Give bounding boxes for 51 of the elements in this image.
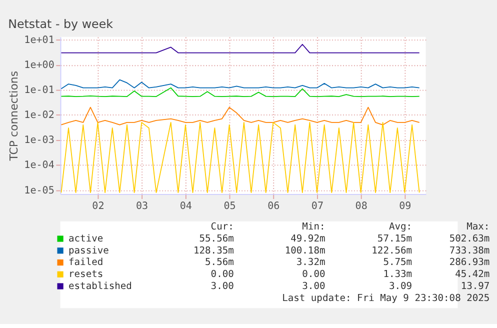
- line-series: [60, 87, 420, 97]
- y-axis-title: TCP connections: [8, 70, 21, 162]
- text: 49.92m: [290, 233, 326, 244]
- text: 57.15m: [377, 233, 412, 244]
- text: 5.56m: [205, 257, 234, 268]
- y-tick-label: 1e-04: [24, 160, 54, 172]
- legend-label: passive: [68, 245, 110, 256]
- y-tick-label: 1e-03: [24, 135, 54, 146]
- text: 1.33m: [383, 269, 412, 280]
- line-series: [60, 79, 420, 90]
- text: Cur:: [210, 222, 234, 233]
- text: 45.42m: [455, 269, 490, 280]
- x-tick-label: 09: [399, 201, 412, 212]
- x-tick-label: 08: [355, 201, 368, 212]
- x-tick-label: 07: [311, 201, 324, 212]
- text: 502.63m: [449, 233, 490, 244]
- text: Last update: Fri May 9 23:30:08 2025: [282, 292, 490, 304]
- line-series: [60, 122, 420, 193]
- text: 100.18m: [284, 245, 326, 256]
- text: 0.00: [302, 269, 326, 280]
- text: 286.93m: [449, 257, 490, 268]
- text: 3.09: [388, 280, 412, 292]
- text: 5.75m: [383, 257, 412, 268]
- legend-label: failed: [68, 257, 104, 268]
- x-tick-label: 05: [224, 201, 236, 212]
- text: 733.38m: [449, 245, 490, 256]
- legend-label: resets: [68, 269, 104, 280]
- x-tick-label: 06: [268, 201, 280, 212]
- text: 128.35m: [194, 245, 234, 256]
- x-tick-label: 03: [136, 201, 148, 212]
- y-tick-label: 1e+01: [24, 34, 54, 46]
- legend-label: active: [68, 233, 104, 244]
- y-tick-label: 1e-01: [24, 85, 54, 96]
- text: Min:: [302, 222, 326, 233]
- chart-title: Netstat - by week: [8, 16, 114, 31]
- text: 3.00: [302, 280, 326, 292]
- text: 0.00: [210, 269, 234, 280]
- x-tick-label: 04: [180, 201, 192, 212]
- x-tick-label: 02: [92, 201, 104, 212]
- text: 3.00: [210, 280, 234, 292]
- legend-label: established: [68, 280, 132, 292]
- line-series: [60, 106, 420, 126]
- text: 13.97: [460, 280, 490, 292]
- y-tick-label: 1e-05: [24, 185, 54, 196]
- text: 3.32m: [296, 257, 326, 268]
- text: 122.56m: [372, 245, 412, 256]
- y-tick-label: 1e+00: [24, 60, 54, 71]
- text: 55.56m: [199, 233, 234, 244]
- text: Max:: [466, 222, 490, 233]
- y-tick-label: 1e-02: [24, 110, 54, 122]
- text: Avg:: [388, 222, 412, 233]
